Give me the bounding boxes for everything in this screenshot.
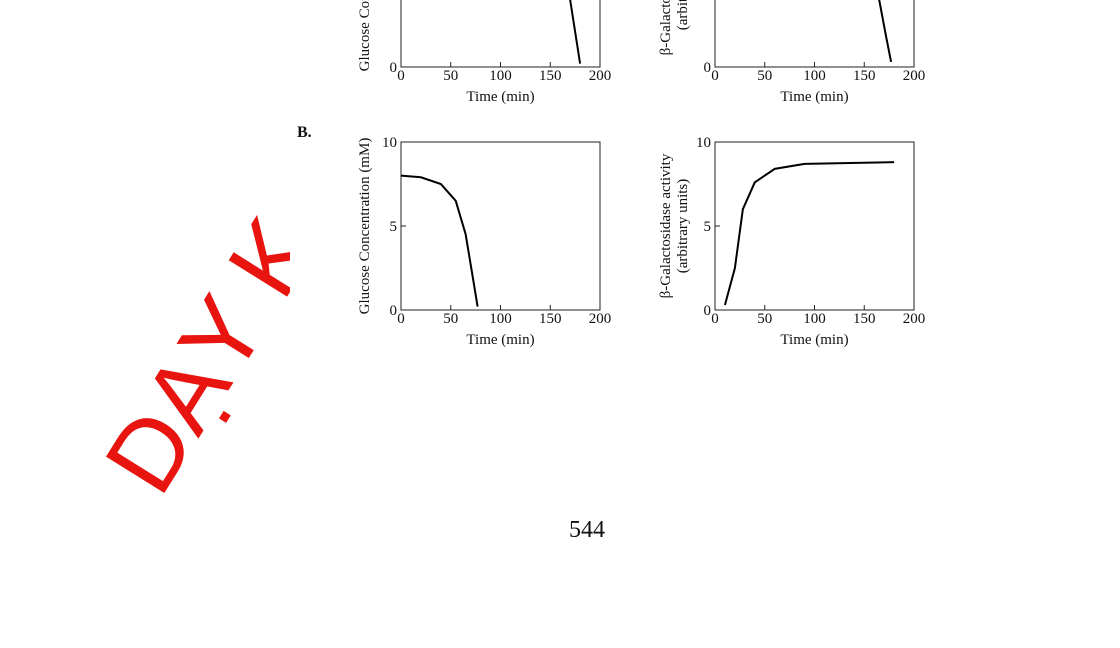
y-tick-label: 5 [390,219,398,235]
x-tick-label: 200 [903,68,926,84]
y-tick-label: 10 [382,135,397,151]
x-axis-label: Time (min) [780,332,848,348]
data-line [400,174,479,307]
x-tick-label: 150 [539,311,562,327]
x-tick-label: 200 [589,68,612,84]
x-tick-label: 150 [539,68,562,84]
x-axis-label: Time (min) [466,89,534,105]
x-tick-label: 100 [489,311,512,327]
y-axis-label: Glucose Concentration (mM) [357,0,373,71]
x-tick-label: 200 [589,311,612,327]
y-tick-label: 0 [704,60,712,76]
x-tick-label: 0 [711,68,719,84]
x-tick-label: 100 [489,68,512,84]
data-line [878,0,893,63]
x-tick-label: 50 [443,68,458,84]
x-tick-label: 150 [853,68,876,84]
y-axis-label: β-Galactosidase activity [658,0,674,55]
y-axis-label: (arbitrary units) [675,179,691,274]
y-tick-label: 0 [390,60,398,76]
page-number: 544 [569,517,605,543]
x-tick-label: 0 [397,311,405,327]
x-tick-label: 150 [853,311,876,327]
watermark-mask [290,140,350,360]
y-axis-label: β-Galactosidase activity [658,153,674,298]
x-tick-label: 200 [903,311,926,327]
x-axis-label: Time (min) [466,332,534,348]
x-tick-label: 0 [711,311,719,327]
x-tick-label: 50 [757,68,772,84]
x-tick-label: 100 [803,311,826,327]
x-tick-label: 50 [443,311,458,327]
y-axis-label: (arbitrary units) [675,0,691,30]
x-tick-label: 100 [803,68,826,84]
y-tick-label: 5 [704,219,712,235]
y-tick-label: 10 [696,135,711,151]
data-line [723,161,895,306]
x-tick-label: 0 [397,68,405,84]
y-tick-label: 0 [390,303,398,319]
x-tick-label: 50 [757,311,772,327]
panel-label: B. [297,124,312,141]
y-tick-label: 0 [704,303,712,319]
x-axis-label: Time (min) [780,89,848,105]
y-axis-label: Glucose Concentration (mM) [357,138,373,315]
